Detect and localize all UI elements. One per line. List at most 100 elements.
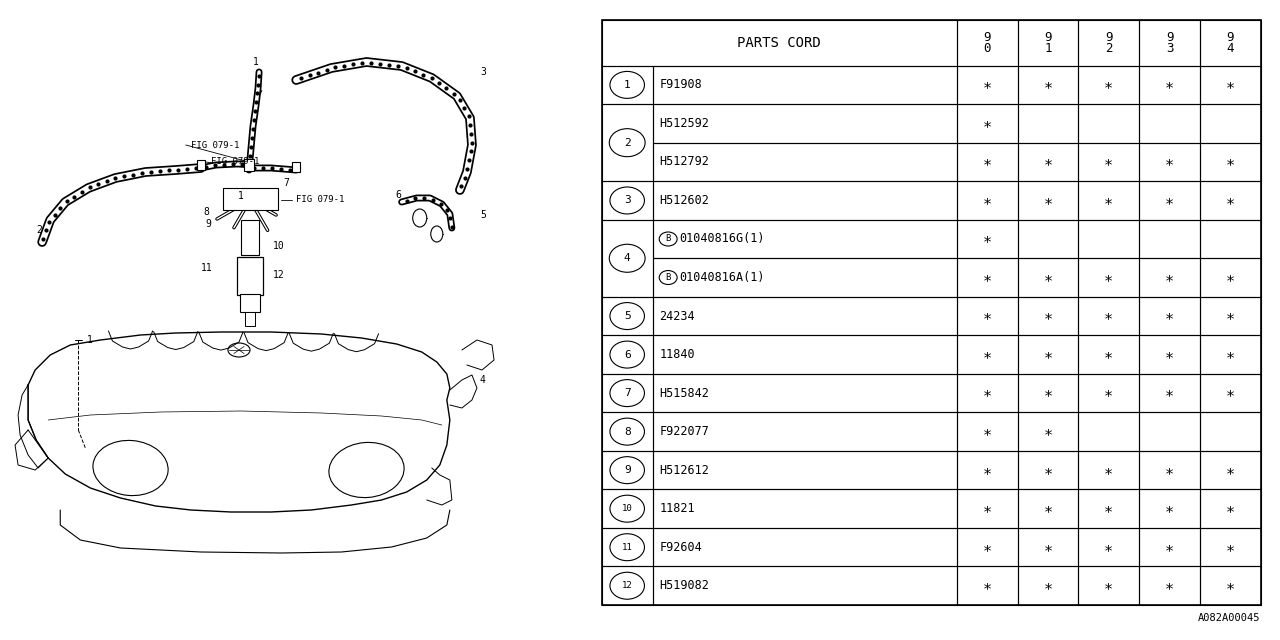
Text: ∗: ∗ [1226, 578, 1235, 593]
Text: ∗: ∗ [983, 386, 992, 401]
Ellipse shape [412, 209, 426, 227]
Text: F92604: F92604 [659, 541, 701, 554]
Bar [602, 335, 653, 374]
Bar [957, 20, 1018, 66]
Bar [1201, 143, 1261, 181]
Bar [1079, 104, 1139, 143]
Bar [957, 374, 1018, 412]
Bar [653, 374, 957, 412]
Bar [1018, 451, 1078, 490]
Text: ∗: ∗ [1165, 347, 1174, 362]
Bar [1079, 297, 1139, 335]
Bar [1201, 528, 1261, 566]
Text: 11: 11 [201, 263, 212, 273]
Text: ∗: ∗ [1105, 193, 1114, 208]
Text: 3: 3 [1166, 42, 1174, 55]
Text: ∗: ∗ [1105, 463, 1114, 477]
Bar [957, 104, 1018, 143]
Text: ∗: ∗ [1043, 347, 1052, 362]
Text: 5: 5 [480, 210, 486, 220]
Text: 6: 6 [396, 190, 402, 200]
Text: ∗: ∗ [1105, 578, 1114, 593]
Bar [1079, 374, 1139, 412]
Text: ∗: ∗ [1105, 308, 1114, 324]
Bar [957, 259, 1018, 297]
Text: ∗: ∗ [1226, 154, 1235, 170]
Bar [653, 220, 957, 259]
Bar [1079, 66, 1139, 104]
Bar [244, 159, 253, 171]
Bar [1018, 490, 1078, 528]
Text: 8: 8 [204, 207, 209, 217]
Text: ∗: ∗ [983, 540, 992, 555]
Text: ∗: ∗ [1226, 501, 1235, 516]
Bar [1201, 566, 1261, 605]
Bar [1018, 335, 1078, 374]
Text: 11821: 11821 [659, 502, 695, 515]
Bar [1079, 566, 1139, 605]
Bar [1018, 143, 1078, 181]
Text: 3: 3 [623, 195, 631, 205]
Bar [602, 297, 653, 335]
Text: FIG 079-1: FIG 079-1 [211, 157, 260, 166]
Text: 9: 9 [983, 31, 991, 44]
Text: ∗: ∗ [1226, 386, 1235, 401]
Bar [1079, 451, 1139, 490]
Bar [653, 451, 957, 490]
Bar [1201, 181, 1261, 220]
Bar [653, 528, 957, 566]
Bar [1139, 374, 1201, 412]
Bar [602, 181, 653, 220]
Bar [653, 412, 957, 451]
Text: ∗: ∗ [1043, 424, 1052, 439]
Text: ∗: ∗ [983, 232, 992, 246]
Text: F922077: F922077 [659, 425, 709, 438]
Text: 9: 9 [1166, 31, 1174, 44]
Bar [653, 181, 957, 220]
Text: ∗: ∗ [1226, 193, 1235, 208]
Bar [1079, 143, 1139, 181]
Text: 6: 6 [623, 349, 631, 360]
Bar [1018, 297, 1078, 335]
Text: ∗: ∗ [1105, 540, 1114, 555]
Bar [653, 566, 957, 605]
Text: 01040816G(1): 01040816G(1) [680, 232, 765, 246]
Text: ∗: ∗ [1105, 154, 1114, 170]
Text: ∗: ∗ [983, 77, 992, 92]
Text: B: B [666, 273, 671, 282]
Text: ∗: ∗ [1165, 193, 1174, 208]
Text: ∗: ∗ [1165, 501, 1174, 516]
Text: H512592: H512592 [659, 117, 709, 130]
Bar [1139, 412, 1201, 451]
Text: 9: 9 [1226, 31, 1234, 44]
Bar [1018, 181, 1078, 220]
Bar [957, 143, 1018, 181]
Bar [244, 312, 255, 326]
Text: 11840: 11840 [659, 348, 695, 361]
Bar [292, 162, 301, 172]
Bar [1139, 335, 1201, 374]
Bar [602, 451, 653, 490]
Bar [957, 181, 1018, 220]
Text: ∗: ∗ [1043, 193, 1052, 208]
Text: ∗: ∗ [1043, 463, 1052, 477]
Text: H512602: H512602 [659, 194, 709, 207]
Text: 7: 7 [623, 388, 631, 398]
Text: ∗: ∗ [983, 347, 992, 362]
Bar [241, 220, 259, 255]
Bar [1139, 20, 1201, 66]
Text: FIG 079-1: FIG 079-1 [191, 141, 239, 150]
Text: ∗: ∗ [1226, 77, 1235, 92]
Text: ∗: ∗ [1226, 540, 1235, 555]
Text: 1: 1 [238, 191, 244, 201]
Bar [1079, 490, 1139, 528]
Text: 01040816A(1): 01040816A(1) [680, 271, 765, 284]
Text: 2: 2 [623, 138, 631, 148]
Bar [957, 528, 1018, 566]
Text: ∗: ∗ [1226, 270, 1235, 285]
Text: ∗: ∗ [983, 424, 992, 439]
Bar [1201, 335, 1261, 374]
Bar [1139, 490, 1201, 528]
Ellipse shape [431, 226, 443, 242]
Text: ∗: ∗ [1165, 270, 1174, 285]
